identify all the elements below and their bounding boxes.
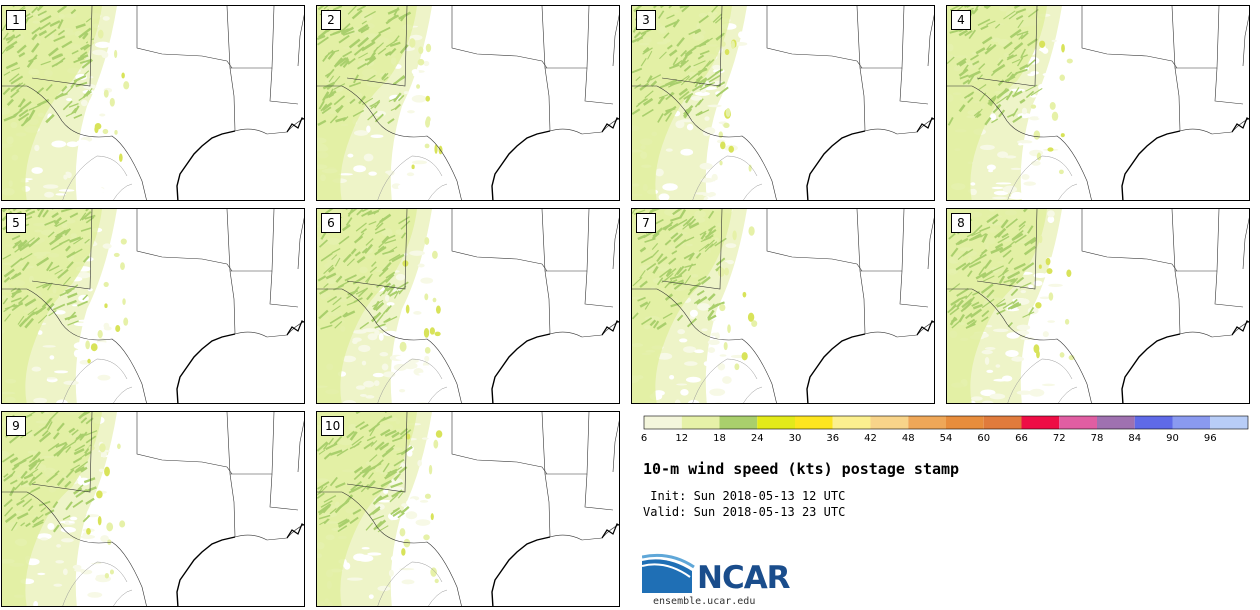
legend-tick-label: 54 (939, 433, 953, 444)
wind-map (2, 209, 304, 403)
legend-tick-label: 12 (675, 433, 689, 444)
member-panel: 5 (1, 208, 305, 404)
legend-color-swatch (983, 416, 1022, 429)
legend-color-swatch (1134, 416, 1173, 429)
ncar-logo-icon (642, 553, 695, 593)
member-number-label: 9 (6, 416, 26, 436)
member-number-label: 5 (6, 213, 26, 233)
wind-map (2, 6, 304, 200)
legend-tick-labels: 6 12 18 24 30 36 42 48 54 60 66 72 78 84 90 96 (640, 433, 1248, 447)
wind-map (317, 209, 619, 403)
ncar-logo-text: NCAR (697, 560, 791, 596)
legend-color-swatch (1021, 416, 1060, 429)
legend-colorbar (643, 415, 1249, 430)
legend-color-swatch (681, 416, 720, 429)
member-panel: 1 (1, 5, 305, 201)
legend-tick-label: 36 (826, 433, 840, 444)
wind-map (947, 6, 1249, 200)
member-number-label: 8 (951, 213, 971, 233)
wind-map (632, 209, 934, 403)
plot-title: 10-m wind speed (kts) postage stamp (643, 460, 960, 478)
member-number-label: 3 (636, 10, 656, 30)
wind-map (317, 412, 619, 606)
wind-map (947, 209, 1249, 403)
member-number-label: 4 (951, 10, 971, 30)
legend-color-swatch (1097, 416, 1135, 429)
legend-color-swatch (795, 416, 833, 429)
legend-tick-label: 60 (977, 433, 991, 444)
legend-tick-label: 90 (1166, 433, 1179, 444)
legend-outline (643, 415, 1249, 430)
legend-tick-label: 48 (901, 433, 915, 444)
member-panel: 10 (316, 411, 620, 607)
wind-map (2, 412, 304, 606)
legend-tick-label: 24 (750, 433, 764, 444)
init-time: Init: Sun 2018-05-13 12 UTC (643, 489, 846, 503)
member-number-label: 10 (321, 416, 345, 436)
member-number-label: 7 (636, 213, 656, 233)
member-number-label: 2 (321, 10, 341, 30)
legend-tick-label: 30 (788, 433, 802, 444)
legend-color-swatch (946, 416, 984, 429)
wind-map (632, 6, 934, 200)
member-panel: 9 (1, 411, 305, 607)
member-panel: 3 (631, 5, 935, 201)
legend-color-swatch (1210, 416, 1248, 429)
member-panel: 8 (946, 208, 1250, 404)
legend-color-swatch (719, 416, 758, 429)
wind-map (317, 6, 619, 200)
legend-color-swatch (908, 416, 946, 429)
member-panel: 6 (316, 208, 620, 404)
legend-color-swatch (757, 416, 795, 429)
legend-tick-label: 84 (1128, 433, 1142, 444)
member-number-label: 1 (6, 10, 26, 30)
legend-color-swatch (832, 416, 871, 429)
member-panel: 7 (631, 208, 935, 404)
legend-tick-label: 78 (1090, 433, 1104, 444)
legend-tick-label: 42 (864, 433, 877, 444)
legend-tick-label: 18 (713, 433, 726, 444)
legend-color-swatch (1059, 416, 1097, 429)
legend-color-swatch (644, 416, 682, 429)
legend-color-swatch (870, 416, 909, 429)
legend-tick-label: 72 (1052, 433, 1066, 444)
legend-tick-label: 66 (1015, 433, 1028, 444)
valid-time: Valid: Sun 2018-05-13 23 UTC (643, 505, 846, 519)
legend-color-swatch (1172, 416, 1211, 429)
legend-tick-label: 96 (1203, 433, 1217, 444)
member-panel: 4 (946, 5, 1250, 201)
legend-tick-label: 6 (640, 433, 648, 444)
member-panel: 2 (316, 5, 620, 201)
color-legend: 6 12 18 24 30 36 42 48 54 60 66 72 78 84 90 96 (641, 415, 1249, 444)
member-number-label: 6 (321, 213, 341, 233)
site-url: ensemble.ucar.edu (653, 596, 756, 607)
